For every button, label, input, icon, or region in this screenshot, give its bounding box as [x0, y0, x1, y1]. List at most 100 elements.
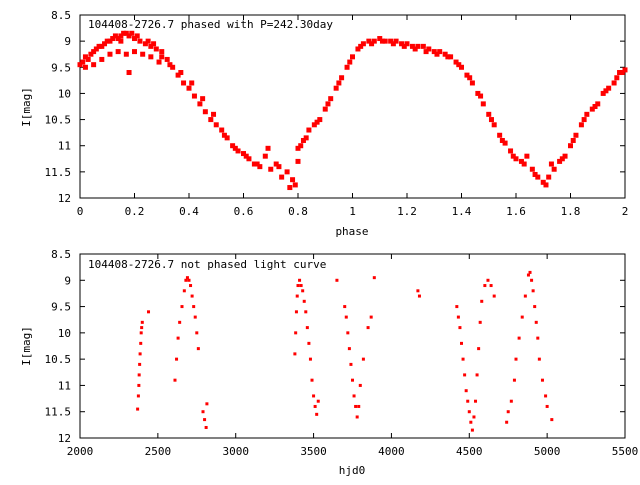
y-tick-label: 8.5: [51, 248, 71, 261]
data-point: [456, 62, 462, 68]
data-point: [467, 75, 473, 81]
chart-title-top: 104408-2726.7 phased with P=242.30day: [88, 18, 333, 31]
data-point: [606, 85, 612, 91]
y-tick-label: 11: [58, 140, 71, 153]
data-point: [298, 278, 302, 282]
y-tick-label: 10: [58, 327, 71, 340]
data-point: [415, 43, 421, 49]
y-tick-label: 10: [58, 87, 71, 100]
data-point: [333, 85, 339, 91]
data-point: [464, 72, 470, 78]
data-point: [336, 80, 342, 86]
data-point: [369, 41, 375, 47]
data-point: [251, 161, 257, 167]
data-point: [191, 93, 197, 99]
x-tick-label: 0.6: [234, 205, 254, 218]
data-point: [296, 284, 300, 288]
data-point: [304, 310, 308, 314]
data-point: [310, 378, 314, 382]
data-point: [295, 158, 301, 164]
data-point: [595, 101, 601, 107]
data-point: [472, 415, 476, 419]
data-point: [140, 320, 144, 324]
data-point: [99, 43, 105, 49]
data-point: [388, 38, 394, 44]
data-point: [369, 315, 373, 319]
data-point: [202, 109, 208, 115]
data-point: [467, 410, 471, 414]
data-point: [358, 383, 362, 387]
data-point: [284, 169, 290, 175]
x-tick-label: 1.6: [506, 205, 526, 218]
data-point: [306, 127, 312, 133]
data-point: [475, 373, 479, 377]
data-point: [520, 315, 524, 319]
data-point: [295, 145, 301, 151]
x-tick-label: 1.4: [452, 205, 472, 218]
data-point: [469, 80, 475, 86]
data-point: [290, 177, 296, 183]
data-point: [531, 289, 535, 293]
data-point: [213, 122, 219, 128]
data-point: [118, 38, 124, 44]
data-point: [399, 41, 405, 47]
y-tick-label: 11: [58, 379, 71, 392]
data-point: [82, 54, 88, 60]
data-point: [276, 164, 282, 170]
data-point: [351, 378, 354, 382]
data-point: [461, 357, 465, 361]
data-point: [483, 284, 487, 288]
plot-frame-top: [79, 14, 626, 199]
data-point: [578, 122, 584, 128]
x-tick-label: 0: [77, 205, 84, 218]
data-point: [196, 347, 200, 351]
data-point: [173, 378, 177, 382]
data-point: [540, 179, 546, 185]
data-point: [123, 30, 129, 36]
data-point: [185, 276, 189, 280]
data-point: [93, 46, 99, 52]
x-tick-label: 2: [622, 205, 629, 218]
data-point: [366, 326, 370, 330]
data-point: [536, 336, 540, 340]
data-point: [529, 166, 535, 172]
data-point: [534, 320, 538, 324]
data-point: [190, 294, 194, 298]
x-tick-label: 0.2: [125, 205, 145, 218]
y-tick-label: 9.5: [51, 61, 71, 74]
data-point: [182, 289, 186, 293]
data-point: [470, 428, 474, 432]
data-point: [346, 331, 350, 335]
data-point: [355, 46, 361, 52]
data-point: [499, 137, 505, 143]
data-point: [466, 399, 470, 403]
data-point: [464, 389, 468, 393]
data-point: [301, 289, 305, 293]
data-point: [142, 41, 148, 47]
data-point: [307, 341, 311, 345]
data-point: [254, 161, 260, 167]
data-point: [502, 140, 508, 146]
data-point: [178, 70, 184, 76]
x-tick-label: 3500: [300, 445, 327, 458]
data-point: [148, 54, 154, 60]
x-tick-label: 1: [349, 205, 356, 218]
x-tick-label: 4000: [378, 445, 405, 458]
data-point: [480, 101, 486, 107]
data-point: [546, 174, 552, 180]
data-point: [325, 101, 331, 107]
x-tick-label: 5000: [534, 445, 561, 458]
data-point: [570, 137, 576, 143]
data-point: [456, 315, 460, 319]
axis-ticks-top: 0 0.2 0.4 0.6 0.8 1 1.2 1.4 1.6 1.8 2 8.5 9 9.5 10 10.5…: [45, 9, 629, 218]
data-point: [540, 378, 544, 382]
data-point: [126, 33, 132, 39]
data-point: [404, 41, 410, 47]
data-point: [409, 43, 415, 49]
data-point: [140, 326, 144, 330]
data-point: [448, 54, 454, 60]
data-point: [477, 347, 481, 351]
data-point: [532, 171, 538, 177]
data-point: [512, 378, 516, 382]
data-point: [123, 51, 129, 57]
